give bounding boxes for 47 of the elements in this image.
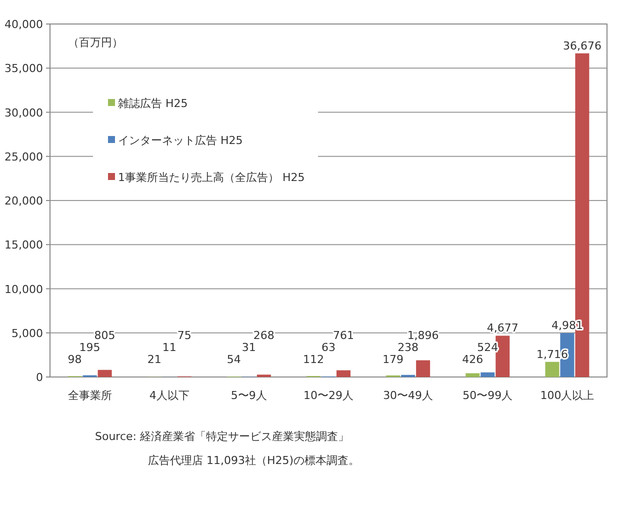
x-tick-label: 50〜99人	[462, 389, 513, 402]
data-label: 31	[242, 341, 256, 354]
x-tick-label: 全事業所	[68, 389, 112, 402]
bar	[480, 372, 495, 377]
text: 広告代理店 11,093社（H25)の標本調査。	[148, 454, 360, 467]
data-label: 238	[398, 341, 419, 354]
bar	[336, 370, 350, 377]
data-label: 36,676	[562, 39, 602, 52]
data-label: 1,896	[407, 329, 439, 342]
y-tick-label: 10,000	[4, 282, 43, 296]
source-note: Source: 経済産業省「特定サービス産業実態調査」	[95, 430, 349, 443]
data-label: 805	[94, 329, 116, 342]
bar	[466, 373, 480, 377]
legend-label: 雑誌広告 H25	[118, 97, 188, 110]
data-label: 4,677	[486, 322, 518, 335]
data-label: 75	[177, 329, 192, 342]
y-tick-label: 35,000	[4, 62, 43, 76]
x-tick-label: 100人以上	[540, 389, 594, 402]
bar	[416, 360, 430, 377]
y-tick-label: 15,000	[4, 238, 43, 252]
y-tick-label: 30,000	[4, 106, 43, 120]
data-label: 426	[462, 353, 484, 366]
data-label: 761	[333, 329, 354, 342]
data-label: 54	[226, 353, 241, 366]
bar	[496, 336, 510, 377]
x-tick-label: 5〜9人	[230, 389, 267, 402]
data-label: 11	[162, 341, 176, 354]
x-tick-label: 10〜29人	[304, 389, 354, 402]
x-tick-label: 30〜49人	[383, 389, 434, 402]
bar	[98, 370, 112, 377]
data-label: 21	[147, 353, 162, 366]
data-label: 179	[382, 353, 404, 366]
x-tick-label: 4人以下	[149, 389, 190, 402]
y-tick-label: 0	[36, 371, 43, 384]
data-label: 112	[303, 353, 324, 366]
data-label: 63	[322, 341, 336, 354]
y-tick-label: 20,000	[4, 194, 43, 208]
data-label: 268	[253, 329, 274, 342]
y-tick-label: 25,000	[4, 150, 43, 164]
data-label: 195	[79, 341, 100, 354]
bar	[545, 362, 560, 377]
annotation: （百万円）	[68, 36, 123, 49]
y-tick-label: 40,000	[4, 18, 43, 31]
legend-label: 1事業所当たり売上高（全広告） H25	[118, 171, 305, 184]
data-label: 98	[68, 353, 82, 366]
legend-label: インターネット広告 H25	[118, 134, 243, 147]
y-tick-label: 5,000	[12, 326, 43, 340]
